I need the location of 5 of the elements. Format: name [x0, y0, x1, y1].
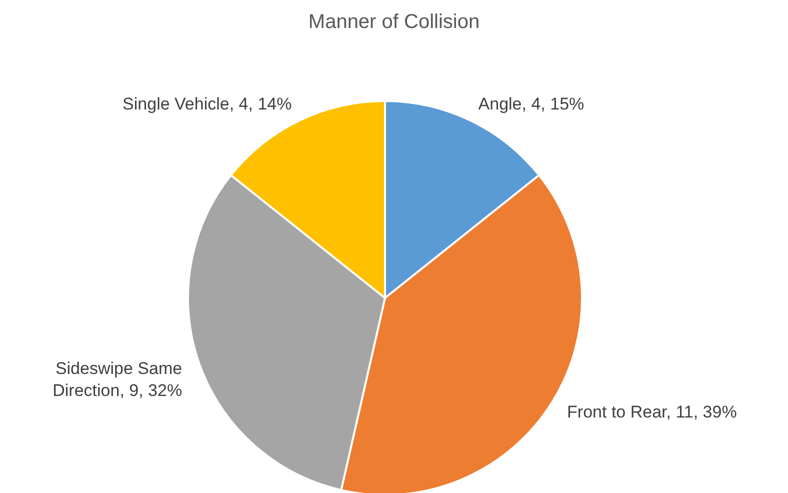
slice-label: Sideswipe Same Direction, 9, 32%: [52, 359, 182, 400]
slice-label: Single Vehicle, 4, 14%: [122, 94, 292, 114]
slice-label: Front to Rear, 11, 39%: [567, 402, 737, 422]
slice-label: Angle, 4, 15%: [478, 94, 584, 114]
chart-title: Manner of Collision: [308, 11, 480, 33]
